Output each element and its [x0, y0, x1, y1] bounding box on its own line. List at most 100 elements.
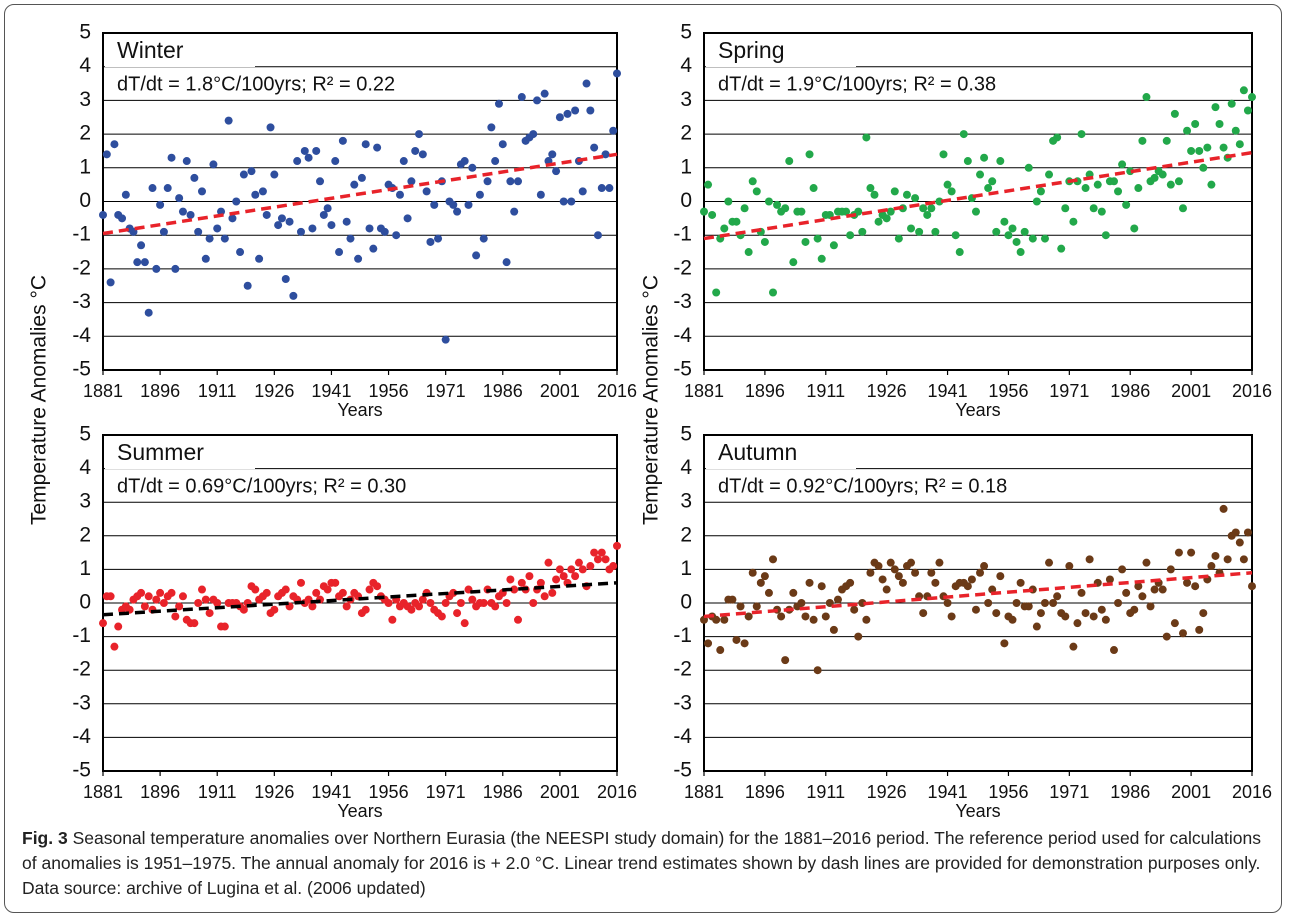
data-point [601, 555, 610, 564]
data-point [247, 167, 256, 176]
y-tick-label: 0 [79, 591, 91, 614]
data-point [976, 170, 985, 179]
data-point [472, 251, 481, 260]
data-point [878, 575, 887, 584]
x-tick-label: 1926 [867, 782, 907, 802]
data-point [453, 609, 462, 618]
trend-annotation: dT/dt = 1.9°C/100yrs; R² = 0.38 [718, 73, 996, 95]
data-point [514, 177, 523, 186]
data-point [548, 588, 557, 597]
trend-annotation: dT/dt = 0.69°C/100yrs; R² = 0.30 [117, 475, 406, 497]
data-point [748, 177, 757, 186]
x-tick-label: 1956 [369, 381, 409, 401]
figure-frame [4, 4, 1282, 913]
data-point [331, 578, 340, 587]
data-point [890, 187, 899, 196]
data-point [760, 237, 769, 246]
y-axis-label: Temperature Anomalies °C [640, 275, 663, 525]
x-tick-label: 2016 [1232, 381, 1272, 401]
data-point [613, 69, 621, 78]
data-point [1239, 555, 1248, 564]
data-point [1061, 204, 1070, 213]
data-point [1053, 592, 1062, 601]
x-tick-label: 2016 [1232, 782, 1272, 802]
data-point [704, 180, 713, 189]
data-point [213, 224, 222, 233]
data-point [434, 234, 443, 243]
data-point [304, 153, 313, 162]
data-point [1166, 180, 1175, 189]
data-point [593, 555, 602, 564]
data-point [529, 130, 538, 139]
data-point [544, 558, 553, 567]
data-point [894, 572, 903, 581]
data-point [882, 214, 891, 223]
trend-annotation: dT/dt = 1.8°C/100yrs; R² = 0.22 [117, 73, 395, 95]
data-point [609, 126, 618, 135]
data-point [323, 204, 332, 213]
data-point [159, 227, 168, 236]
data-point [1024, 602, 1033, 611]
data-point [590, 143, 599, 152]
data-point [1020, 227, 1029, 236]
data-point [175, 194, 184, 203]
data-point [773, 200, 782, 209]
data-point [976, 568, 985, 577]
x-tick-label: 1881 [684, 381, 724, 401]
caption: Fig. 3 Seasonal temperature anomalies ov… [22, 826, 1270, 901]
data-point [1045, 170, 1054, 179]
data-point [720, 224, 729, 233]
data-point [449, 588, 458, 597]
data-point [984, 599, 993, 607]
data-point [552, 575, 561, 584]
data-point [464, 200, 473, 209]
data-point [224, 116, 233, 125]
data-point [781, 204, 790, 213]
data-point [764, 197, 773, 206]
x-tick-label: 1926 [254, 782, 294, 802]
data-point [1243, 106, 1252, 115]
data-point [911, 194, 920, 203]
y-tick-label: 4 [680, 456, 692, 479]
data-point [289, 291, 298, 300]
y-tick-label: 1 [79, 557, 91, 580]
data-point [1191, 119, 1200, 128]
data-point [809, 184, 818, 193]
data-point [460, 157, 469, 166]
trend-line [102, 152, 618, 236]
data-point [1170, 109, 1179, 118]
data-point [213, 599, 222, 607]
data-point [850, 605, 859, 614]
data-point [1130, 224, 1139, 233]
data-point [407, 605, 416, 614]
data-point [262, 210, 271, 219]
data-point [567, 197, 576, 206]
data-point [886, 207, 895, 216]
annotation-box [105, 471, 465, 501]
data-point [931, 227, 940, 236]
data-point [1166, 565, 1175, 574]
data-point [148, 184, 157, 193]
data-point [898, 578, 907, 587]
y-tick-label: -4 [72, 725, 91, 748]
data-point [502, 599, 511, 607]
data-point [548, 150, 557, 159]
data-point [152, 264, 161, 273]
data-point [1028, 234, 1037, 243]
data-point [821, 612, 830, 621]
data-point [752, 187, 761, 196]
data-point [346, 234, 355, 243]
x-tick-label: 2001 [1171, 381, 1211, 401]
data-point [740, 639, 749, 648]
data-point [1178, 629, 1187, 638]
y-tick-label: 3 [79, 88, 91, 111]
data-point [797, 207, 806, 216]
data-point [1158, 585, 1167, 594]
data-point [935, 558, 944, 567]
data-point [1008, 615, 1017, 624]
y-tick-label: 2 [79, 523, 91, 546]
y-tick-label: 5 [680, 423, 692, 446]
data-point [121, 190, 130, 199]
caption-label: Fig. 3 [22, 828, 68, 848]
